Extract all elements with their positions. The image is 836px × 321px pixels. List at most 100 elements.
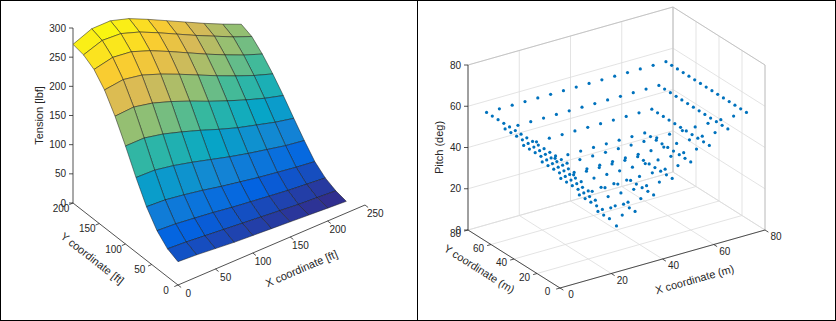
point [683,157,686,160]
tick [464,188,468,189]
point [662,115,665,118]
tick [765,230,768,232]
tick [464,147,468,148]
point [666,146,669,149]
point [650,108,653,111]
tick-label: 100 [255,256,272,267]
point [652,193,655,196]
point [606,98,609,101]
tick-label: 50 [55,168,67,179]
point [519,133,522,136]
tick [663,259,666,261]
point [626,71,629,74]
point [687,75,690,78]
tick-label: 150 [49,110,66,121]
point [649,149,652,152]
point [531,140,534,143]
point [639,197,642,200]
grid-line [514,201,719,259]
tick-label: 50 [134,264,146,275]
point [665,173,668,176]
point [586,126,589,129]
tick [148,265,152,267]
point [508,125,511,128]
point [706,122,709,125]
grid-line [468,172,673,230]
point [573,171,576,174]
point [715,120,718,123]
point [552,168,555,171]
point [575,85,578,88]
point [568,173,571,176]
point [613,75,616,78]
point [599,122,602,125]
grid-line [673,7,674,172]
point [625,115,628,118]
point [708,144,711,147]
point [701,135,704,138]
point [600,78,603,81]
point [523,100,526,103]
point [675,142,678,145]
panel-frame [1,1,836,321]
point [624,156,627,159]
point [672,149,675,152]
point [655,136,658,139]
point [565,162,568,165]
point [625,178,628,181]
tick-label: 40 [496,257,508,268]
tick [510,259,514,260]
point [568,109,571,112]
point [580,106,583,109]
tick-label: 100 [105,244,122,255]
tick [464,230,468,231]
point [571,184,574,187]
point [705,85,708,88]
grid [468,7,765,288]
surface-patch [168,242,197,262]
point [605,173,608,176]
point [632,188,635,191]
point [651,171,654,174]
point [564,175,567,178]
point [525,136,528,139]
point [516,124,519,127]
tick-label: 20 [617,275,629,286]
point [614,204,617,207]
point [686,102,689,105]
point [582,191,585,194]
point [726,127,729,130]
tick [69,115,73,116]
point [660,142,663,145]
tick [174,285,178,287]
axis-title: Tension [lbf] [33,86,45,145]
point [536,96,539,99]
point [716,93,719,96]
tick-label: 150 [79,223,96,234]
tick-label: 60 [450,101,462,112]
point [745,111,748,114]
point [587,82,590,85]
point [612,118,615,121]
box-edge [673,7,765,65]
point [630,143,633,146]
point [728,100,731,103]
point [549,93,552,96]
point [544,153,547,156]
point [561,164,564,167]
plot-area [73,19,346,262]
point [699,82,702,85]
point [656,111,659,114]
point [603,186,606,189]
point [548,151,551,154]
point [642,159,645,162]
tick [69,203,73,204]
point [679,126,682,129]
axis-title: Pitch (deg) [433,121,445,174]
point [669,155,672,158]
point [502,122,505,125]
point [649,135,652,138]
point [694,125,697,128]
point [710,89,713,92]
point [542,116,545,119]
